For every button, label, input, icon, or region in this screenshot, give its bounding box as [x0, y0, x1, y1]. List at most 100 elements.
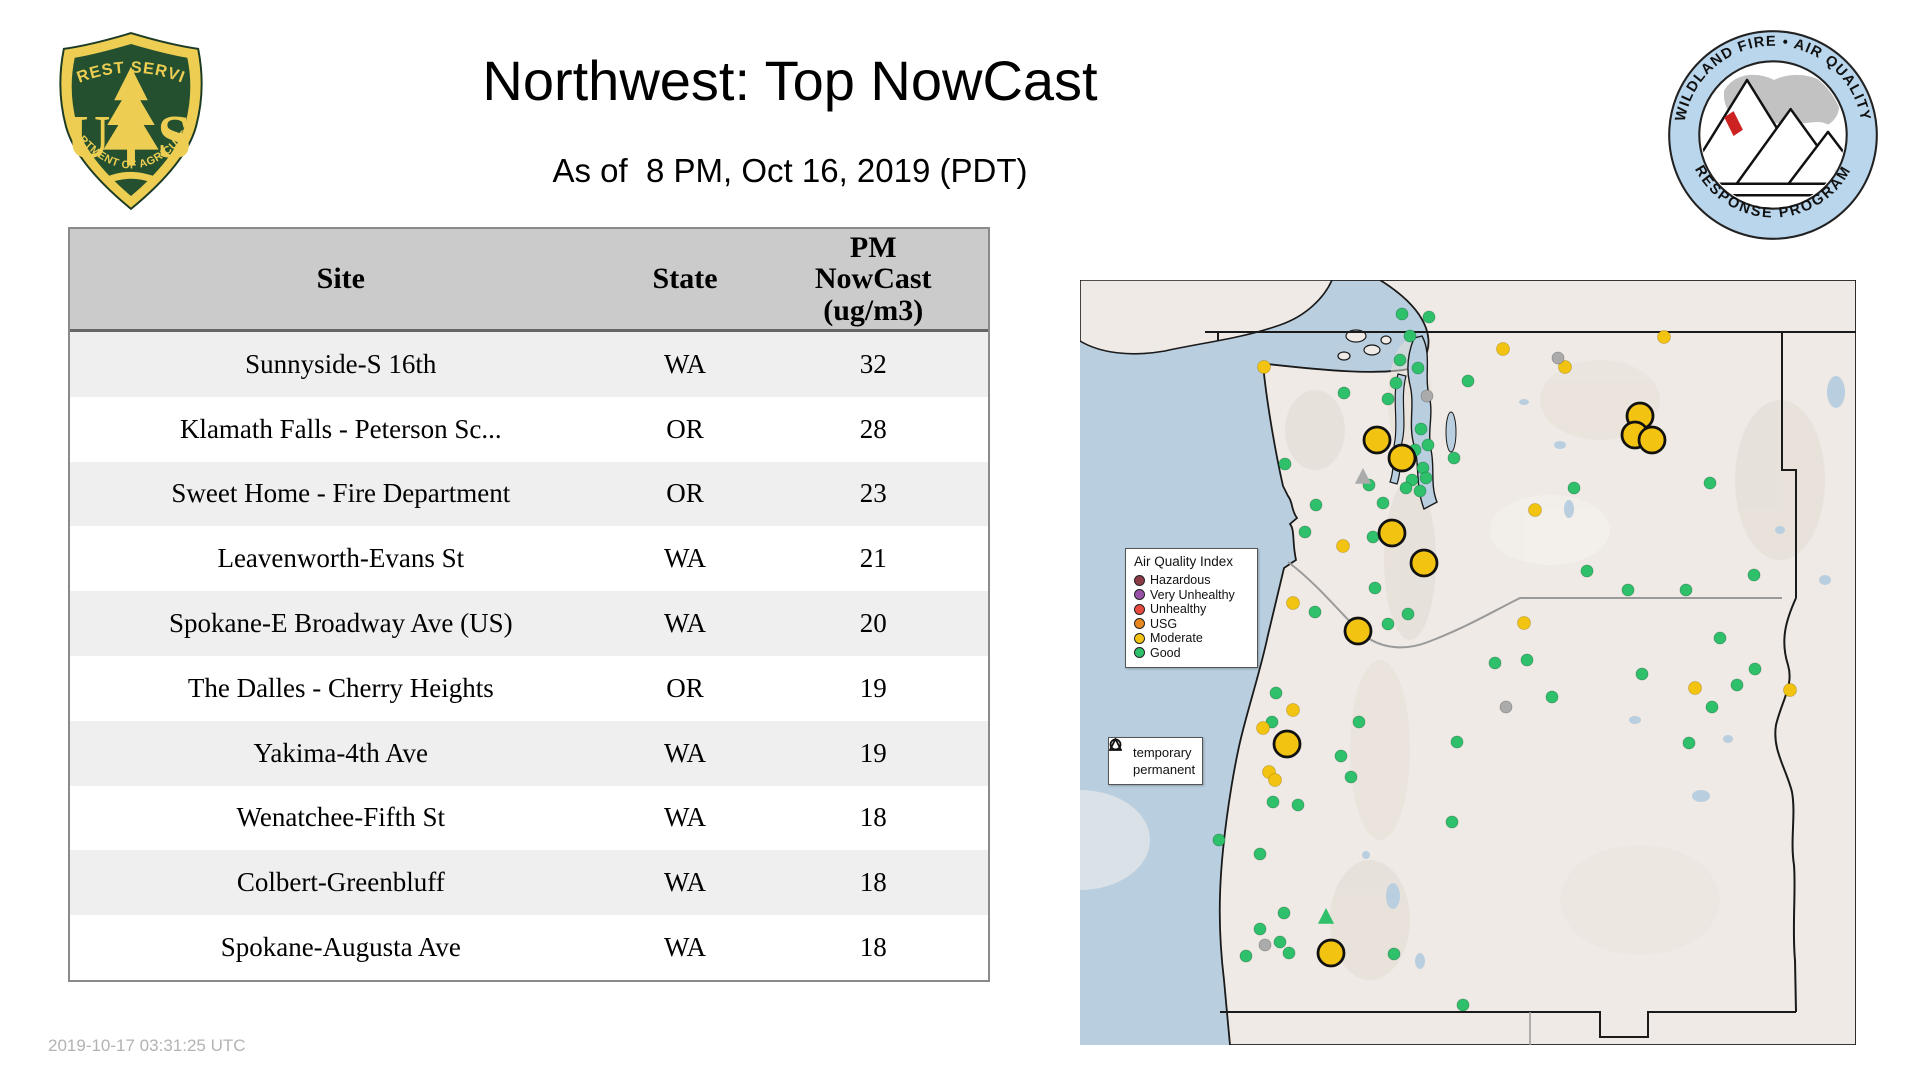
cell-pm-nowcast: 19	[859, 737, 887, 768]
top-site-circle	[1362, 425, 1392, 455]
fs-logo-letter-s: S	[157, 104, 191, 172]
table-row: Sunnyside-S 16th WA 32	[70, 332, 988, 397]
cell-state: WA	[664, 543, 707, 574]
good-monitor-dot	[1447, 451, 1461, 465]
good-monitor-dot	[1422, 310, 1436, 324]
cell-site: Sunnyside-S 16th	[245, 348, 437, 379]
column-header-pm-nowcast: PM NowCast (ug/m3)	[814, 230, 932, 327]
cell-pm-nowcast: 21	[859, 543, 887, 574]
table-body: Sunnyside-S 16th WA 32 Klamath Falls - P…	[70, 332, 988, 980]
good-monitor-dot	[1421, 438, 1435, 452]
cell-site: The Dalles - Cherry Heights	[187, 672, 494, 703]
good-monitor-dot	[1344, 770, 1358, 784]
top-site-circle	[1377, 518, 1407, 548]
good-monitor-dot	[1567, 481, 1581, 495]
good-monitor-dot	[1352, 715, 1366, 729]
good-monitor-dot	[1730, 678, 1744, 692]
good-monitor-dot	[1679, 583, 1693, 597]
monitor-markers	[1212, 307, 1797, 1012]
table-row: Wenatchee-Fifth St WA 18	[70, 785, 988, 851]
good-monitor-dot	[1461, 374, 1475, 388]
moderate-monitor-dot	[1783, 683, 1797, 697]
cell-state: OR	[666, 478, 704, 509]
forest-service-logo: FOREST SERVICE U S DEPARTMENT OF AGRICUL…	[52, 28, 203, 211]
good-monitor-dot	[1253, 922, 1267, 936]
top-site-circle	[1272, 729, 1302, 759]
good-monitor-dot	[1298, 525, 1312, 539]
cell-state: WA	[664, 737, 707, 768]
cell-site: Colbert-Greenbluff	[236, 867, 445, 898]
good-monitor-dot	[1747, 568, 1761, 582]
good-monitor-dot	[1419, 471, 1433, 485]
map-canvas	[1080, 280, 1856, 1045]
aqi-color-dot-icon	[1134, 618, 1145, 630]
nodata-monitor-dot	[1258, 938, 1272, 952]
fs-logo-letter-u: U	[66, 104, 110, 172]
aqi-legend-item: USG	[1134, 617, 1251, 632]
good-monitor-dot	[1376, 496, 1390, 510]
aqi-legend-title: Air Quality Index	[1134, 554, 1234, 569]
table-row: Sweet Home - Fire Department OR 23	[70, 461, 988, 527]
good-monitor-dot	[1401, 607, 1415, 621]
aqi-legend: Air Quality Index Hazardous Very Unhealt…	[1125, 548, 1258, 668]
table-row: Yakima-4th Ave WA 19	[70, 720, 988, 786]
top-site-circle	[1409, 548, 1439, 578]
top-site-circle	[1637, 425, 1667, 455]
aqi-legend-label: Good	[1150, 645, 1181, 660]
good-monitor-dot	[1334, 749, 1348, 763]
good-monitor-dot	[1705, 700, 1719, 714]
cell-site: Yakima-4th Ave	[253, 737, 429, 768]
moderate-monitor-dot	[1256, 721, 1270, 735]
cell-site: Spokane-E Broadway Ave (US)	[168, 608, 513, 639]
symbol-legend: temporary permanent	[1108, 737, 1203, 785]
table-row: Spokane-Augusta Ave WA 18	[70, 915, 988, 980]
table-header-row: Site State PM NowCast (ug/m3)	[70, 229, 988, 332]
cell-pm-nowcast: 28	[859, 413, 887, 444]
cell-site: Spokane-Augusta Ave	[220, 932, 461, 963]
moderate-monitor-dot	[1558, 360, 1572, 374]
good-monitor-dot	[1682, 736, 1696, 750]
good-monitor-dot	[1265, 715, 1279, 729]
moderate-monitor-dot	[1268, 773, 1282, 787]
column-header-state: State	[652, 262, 718, 296]
cell-pm-nowcast: 23	[859, 478, 887, 509]
vancouver-island	[1080, 280, 1333, 355]
good-monitor-dot	[1445, 815, 1459, 829]
good-monitor-dot	[1381, 617, 1395, 631]
fire-mark	[1724, 111, 1743, 137]
table-row: Klamath Falls - Peterson Sc... OR 28	[70, 396, 988, 462]
cell-state: WA	[664, 802, 707, 833]
good-monitor-dot	[1389, 376, 1403, 390]
moderate-monitor-dot	[1286, 596, 1300, 610]
good-monitor-dot	[1278, 457, 1292, 471]
moderate-monitor-dot	[1257, 360, 1271, 374]
aqi-color-dot-icon	[1134, 647, 1145, 659]
good-monitor-dot	[1368, 581, 1382, 595]
good-monitor-dot	[1273, 935, 1287, 949]
cell-site: Wenatchee-Fifth St	[236, 802, 446, 833]
column-header-site: Site	[316, 262, 365, 296]
cell-pm-nowcast: 18	[859, 802, 887, 833]
aqi-legend-item: Good	[1134, 646, 1251, 661]
good-monitor-dot	[1414, 422, 1428, 436]
lakes	[1362, 376, 1845, 969]
table-row: Spokane-E Broadway Ave (US) WA 20	[70, 591, 988, 656]
nodata-permanent-triangle	[1354, 468, 1372, 484]
nodata-monitor-dot	[1420, 389, 1434, 403]
aqi-legend-item: Unhealthy	[1134, 602, 1251, 617]
good-monitor-dot	[1269, 686, 1283, 700]
aqi-color-dot-icon	[1134, 589, 1145, 601]
table-row: The Dalles - Cherry Heights OR 19	[70, 655, 988, 721]
good-monitor-dot	[1308, 605, 1322, 619]
top-site-circle	[1316, 938, 1346, 968]
generated-timestamp: 2019-10-17 03:31:25 UTC	[48, 1036, 246, 1055]
aqi-legend-label: Moderate	[1150, 631, 1203, 646]
good-monitor-dot	[1212, 833, 1226, 847]
page-subtitle: As of 8 PM, Oct 16, 2019 (PDT)	[552, 152, 1028, 189]
good-monitor-dot	[1411, 361, 1425, 375]
good-monitor-dot	[1456, 998, 1470, 1012]
cell-site: Klamath Falls - Peterson Sc...	[179, 413, 502, 444]
good-monitor-dot	[1520, 653, 1534, 667]
cell-state: WA	[664, 932, 707, 963]
moderate-monitor-dot	[1688, 681, 1702, 695]
